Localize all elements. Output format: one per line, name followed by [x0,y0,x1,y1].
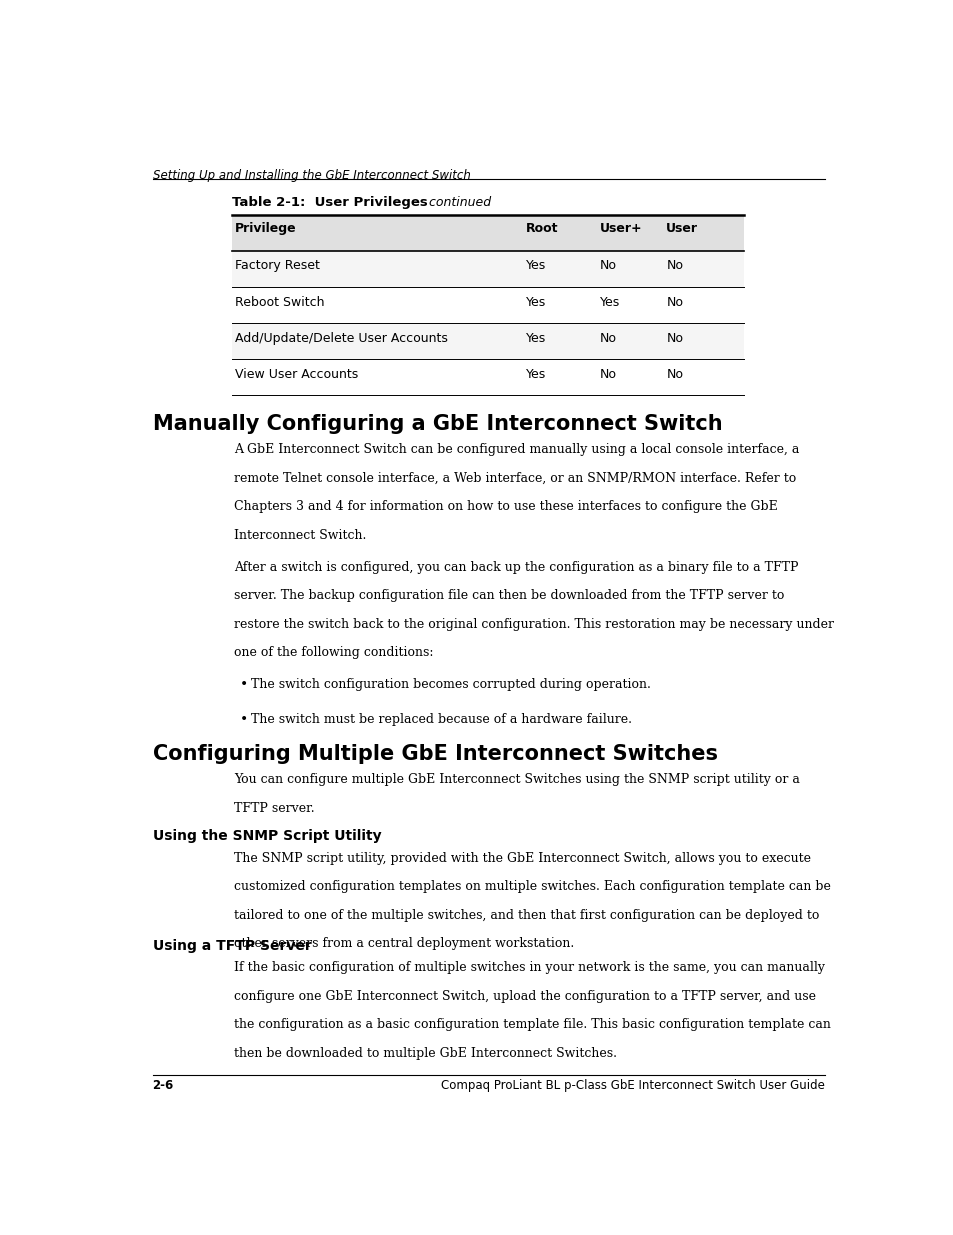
Text: Yes: Yes [525,259,545,273]
Text: No: No [665,259,682,273]
Text: Using the SNMP Script Utility: Using the SNMP Script Utility [152,829,381,844]
Text: then be downloaded to multiple GbE Interconnect Switches.: then be downloaded to multiple GbE Inter… [233,1047,617,1060]
Text: Root: Root [525,222,558,236]
Text: Yes: Yes [525,295,545,309]
Text: the configuration as a basic configuration template file. This basic configurati: the configuration as a basic configurati… [233,1019,830,1031]
Text: tailored to one of the multiple switches, and then that first configuration can : tailored to one of the multiple switches… [233,909,819,923]
Text: Reboot Switch: Reboot Switch [235,295,324,309]
Text: Yes: Yes [525,332,545,345]
Text: If the basic configuration of multiple switches in your network is the same, you: If the basic configuration of multiple s… [233,961,824,974]
Text: No: No [665,332,682,345]
Text: No: No [599,259,617,273]
FancyBboxPatch shape [232,215,743,251]
Text: Chapters 3 and 4 for information on how to use these interfaces to configure the: Chapters 3 and 4 for information on how … [233,500,777,513]
Text: 2-6: 2-6 [152,1079,173,1092]
Text: No: No [599,332,617,345]
Text: configure one GbE Interconnect Switch, upload the configuration to a TFTP server: configure one GbE Interconnect Switch, u… [233,989,815,1003]
FancyBboxPatch shape [232,251,743,287]
Text: Compaq ProLiant BL p-Class GbE Interconnect Switch User Guide: Compaq ProLiant BL p-Class GbE Interconn… [441,1079,824,1092]
Text: Manually Configuring a GbE Interconnect Switch: Manually Configuring a GbE Interconnect … [152,415,721,435]
Text: No: No [665,295,682,309]
Text: •: • [239,713,248,727]
Text: The switch must be replaced because of a hardware failure.: The switch must be replaced because of a… [251,713,631,726]
Text: No: No [665,368,682,380]
Text: continued: continued [425,196,491,209]
Text: server. The backup configuration file can then be downloaded from the TFTP serve: server. The backup configuration file ca… [233,589,783,603]
Text: Interconnect Switch.: Interconnect Switch. [233,529,366,542]
Text: Using a TFTP Server: Using a TFTP Server [152,940,311,953]
Text: The switch configuration becomes corrupted during operation.: The switch configuration becomes corrupt… [251,678,650,690]
Text: View User Accounts: View User Accounts [235,368,358,380]
Text: Factory Reset: Factory Reset [235,259,320,273]
Text: restore the switch back to the original configuration. This restoration may be n: restore the switch back to the original … [233,618,833,631]
Text: User: User [665,222,698,236]
Text: The SNMP script utility, provided with the GbE Interconnect Switch, allows you t: The SNMP script utility, provided with t… [233,852,810,864]
Text: After a switch is configured, you can back up the configuration as a binary file: After a switch is configured, you can ba… [233,561,798,574]
Text: Add/Update/Delete User Accounts: Add/Update/Delete User Accounts [235,332,448,345]
Text: No: No [599,368,617,380]
Text: User+: User+ [599,222,641,236]
FancyBboxPatch shape [232,324,743,359]
Text: customized configuration templates on multiple switches. Each configuration temp: customized configuration templates on mu… [233,881,830,893]
Text: Setting Up and Installing the GbE Interconnect Switch: Setting Up and Installing the GbE Interc… [152,169,470,182]
Text: other servers from a central deployment workstation.: other servers from a central deployment … [233,937,574,951]
Text: remote Telnet console interface, a Web interface, or an SNMP/RMON interface. Ref: remote Telnet console interface, a Web i… [233,472,795,484]
Text: Table 2-1:  User Privileges: Table 2-1: User Privileges [232,196,427,209]
Text: one of the following conditions:: one of the following conditions: [233,646,433,659]
Text: TFTP server.: TFTP server. [233,802,314,815]
Text: You can configure multiple GbE Interconnect Switches using the SNMP script utili: You can configure multiple GbE Interconn… [233,773,799,785]
Text: A GbE Interconnect Switch can be configured manually using a local console inter: A GbE Interconnect Switch can be configu… [233,443,799,456]
Text: Yes: Yes [525,368,545,380]
Text: Privilege: Privilege [235,222,296,236]
Text: Yes: Yes [599,295,619,309]
Text: Configuring Multiple GbE Interconnect Switches: Configuring Multiple GbE Interconnect Sw… [152,745,717,764]
Text: •: • [239,678,248,692]
